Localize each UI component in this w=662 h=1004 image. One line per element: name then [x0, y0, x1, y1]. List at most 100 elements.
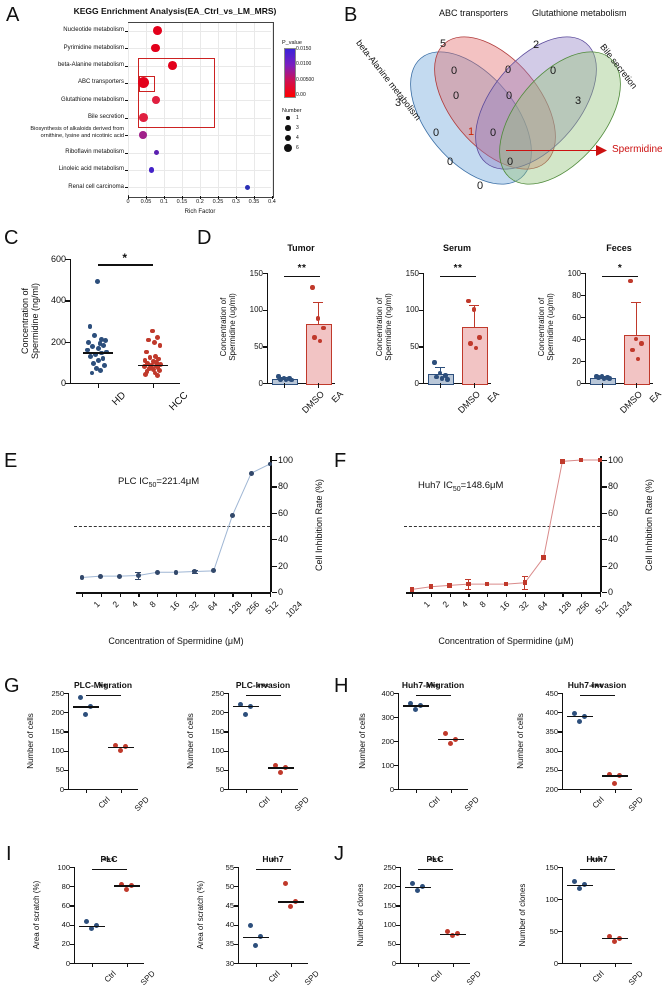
- panel-c-data-point: [155, 365, 161, 371]
- y-tick-label: 100: [249, 305, 263, 315]
- x-axis-tick: [213, 592, 215, 597]
- y-tick-label: 50: [225, 881, 234, 891]
- grid-line-vertical: [128, 23, 129, 195]
- panel-j-label: J: [334, 843, 344, 865]
- y-axis-tick: [224, 789, 228, 791]
- panel-d-y-axis-label: Concentration of Spermidine (ug/ml): [219, 293, 237, 361]
- y-tick-label: 0: [278, 587, 284, 597]
- median-line: [267, 767, 294, 769]
- y-axis-tick: [234, 905, 238, 907]
- panel-d-data-point: [439, 376, 445, 381]
- x-tick-label: 32: [516, 599, 531, 613]
- y-axis-line: [238, 867, 240, 963]
- panel-a-ytick-label: Linoleic acid metabolism: [58, 166, 124, 173]
- y-axis-line: [562, 693, 564, 789]
- panel-b-venn: B 5 2 3 3 0 0 0 0 0 0 0 1 0 0 0 ABC transporters Gluta…: [340, 0, 662, 220]
- panel-c-significance-marker: *: [122, 251, 128, 265]
- x-tick-label: 1: [91, 599, 102, 610]
- x-axis-tick: [468, 592, 470, 597]
- grid-line-horizontal: [129, 30, 271, 32]
- y-axis-tick: [271, 460, 277, 462]
- x-axis-tick: [245, 789, 247, 793]
- y-tick-label: 0: [553, 958, 558, 968]
- x-axis-tick: [581, 592, 583, 597]
- median-line: [439, 933, 466, 936]
- panel-c-scatter: C 0 200 400 600 Concentration of Spermidine (…: [0, 225, 195, 420]
- x-axis-tick: [120, 789, 122, 793]
- ic50-annotation: PLC IC50=221.4μM: [118, 476, 200, 489]
- y-axis-tick: [396, 867, 400, 869]
- y-tick-label: 400: [545, 707, 558, 717]
- panel-i-scratch: I 0 20 40 60 80 100 PLC Area of scratch (%) Ctrl…: [0, 827, 332, 1004]
- data-point: [124, 886, 129, 892]
- data-point: [612, 938, 617, 944]
- panel-c-data-point: [90, 344, 95, 350]
- y-axis-line: [228, 693, 230, 789]
- y-axis-tick: [396, 886, 400, 888]
- panel-c-data-point: [155, 334, 160, 340]
- x-axis-line: [238, 963, 308, 965]
- x-axis-tick: [417, 963, 419, 967]
- y-tick-label: 35: [225, 939, 234, 949]
- x-axis-line: [74, 963, 144, 965]
- axis-tick: [125, 100, 128, 102]
- y-axis-tick: [580, 295, 585, 297]
- data-point: [248, 470, 254, 476]
- y-axis-tick: [64, 789, 68, 791]
- y-tick-label: 80: [61, 881, 70, 891]
- data-point: [211, 568, 216, 574]
- panel-c-data-point: [96, 357, 102, 363]
- y-tick-label: 0: [389, 784, 394, 794]
- grid-line-vertical: [164, 23, 165, 195]
- data-point: [541, 555, 546, 560]
- y-axis-tick: [64, 693, 68, 695]
- data-point: [173, 569, 179, 575]
- x-axis-tick: [284, 383, 286, 388]
- y-axis-tick: [558, 963, 562, 965]
- x-axis-tick: [91, 963, 93, 967]
- data-point: [597, 457, 603, 463]
- y-axis-tick: [580, 317, 585, 319]
- y-tick-label: 20: [608, 560, 619, 571]
- x-axis-tick: [255, 963, 257, 967]
- venn-region-count: 0: [432, 127, 440, 139]
- y-tick-label: 0: [65, 958, 70, 968]
- y-tick-label: 40: [278, 534, 289, 545]
- x-tick-label: 128: [555, 599, 573, 617]
- y-axis-line: [600, 456, 602, 592]
- data-point: [83, 712, 88, 717]
- axis-tick: [125, 117, 128, 119]
- panel-c-data-point: [147, 366, 152, 371]
- panel-c-data-point: [143, 349, 149, 355]
- x-tick-label: Ctrl: [102, 969, 118, 985]
- panel-c-data-point: [143, 371, 149, 377]
- data-point: [607, 933, 612, 939]
- y-tick-label: 100: [381, 760, 394, 770]
- x-tick-label: 128: [225, 599, 243, 617]
- grid-line-horizontal: [129, 135, 271, 137]
- panel-a-legend-number-tick: 1: [296, 115, 299, 121]
- panel-a-ytick-label: Renal cell carcinoma: [68, 183, 124, 190]
- y-tick-label: 150: [405, 268, 419, 278]
- x-axis-tick: [602, 383, 604, 388]
- panel-i-label: I: [6, 843, 12, 865]
- y-axis-label: Number of cells: [358, 713, 367, 769]
- panel-d-data-point: [432, 360, 437, 365]
- venn-label-abc: ABC transporters: [439, 8, 509, 18]
- y-axis-tick: [558, 693, 562, 695]
- y-axis-tick: [396, 943, 400, 945]
- panel-c-data-point: [99, 337, 105, 342]
- panel-a-data-point: [150, 43, 160, 53]
- panel-d-data-point: [281, 375, 287, 381]
- panel-d-subplot-title: Tumor: [287, 243, 315, 253]
- panel-a-xtick-label: 0.3: [232, 199, 240, 205]
- y-tick-label: 40: [225, 920, 234, 930]
- panel-c-data-point: [145, 361, 150, 366]
- error-bar: [317, 302, 319, 325]
- axis-tick: [146, 196, 147, 199]
- y-tick-label: 60: [572, 312, 581, 322]
- y-tick-label: 150: [249, 268, 263, 278]
- panel-d-significance-marker: *: [617, 263, 623, 274]
- y-tick-label: 250: [51, 688, 64, 698]
- median-line: [402, 705, 429, 707]
